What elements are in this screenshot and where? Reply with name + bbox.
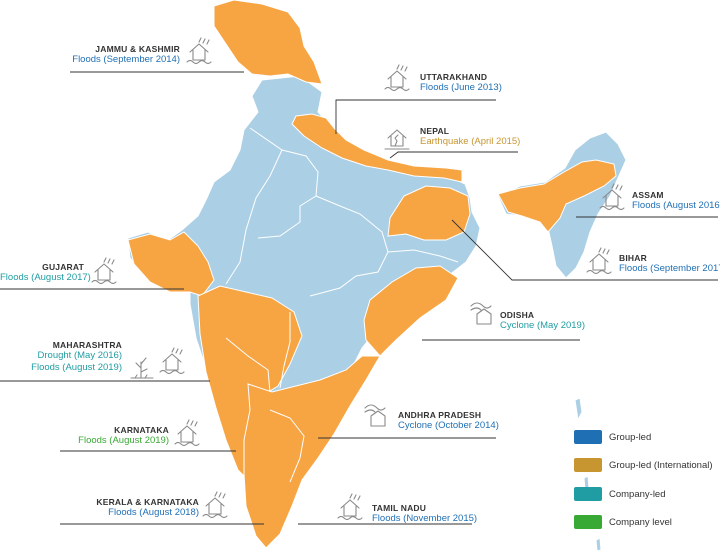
legend-item: Company-led (574, 486, 666, 502)
cyclone-house-icon (470, 302, 492, 325)
state-name: ANDHRA PRADESH (398, 410, 482, 420)
legend-swatch (574, 515, 602, 529)
state-name: ASSAM (632, 190, 664, 200)
state-name: BIHAR (619, 253, 647, 263)
state-assam (497, 159, 617, 233)
border-line (269, 409, 305, 483)
callout-odisha: ODISHA Cyclone (May 2019) (500, 310, 610, 332)
legend-swatch (574, 430, 602, 444)
flood-house-icon (174, 419, 200, 447)
state-name: MAHARASHTRA (52, 340, 122, 350)
legend-swatch (574, 487, 602, 501)
legend-item: Company level (574, 514, 672, 530)
flood-house-icon (384, 64, 410, 92)
legend-item: Group-led (International) (574, 457, 713, 473)
state-gujarat (127, 231, 215, 297)
legend-label: Group-led (International) (609, 459, 713, 471)
affected-states (127, 0, 617, 549)
state-name: GUJARAT (42, 262, 84, 272)
callout-gujarat: GUJARAT Floods (August 2017) (0, 262, 91, 284)
legend-label: Group-led (609, 431, 652, 443)
flood-house-icon (599, 183, 625, 211)
callout-assam: ASSAM Floods (August 2016) (632, 190, 720, 212)
event-text: Drought (May 2016) (37, 350, 122, 361)
callout-karnataka: KARNATAKA Floods (August 2019) (50, 425, 169, 447)
callout-jammu-kashmir: JAMMU & KASHMIR Floods (September 2014) (60, 44, 180, 66)
event-text: Floods (August 2017) (0, 272, 91, 283)
state-borders (225, 127, 459, 483)
state-name: UTTARAKHAND (420, 72, 488, 82)
border-line (387, 249, 459, 263)
state-name: NEPAL (420, 126, 450, 136)
state-name: JAMMU & KASHMIR (95, 44, 180, 54)
state-south-peninsula (243, 355, 381, 549)
callout-uttarakhand: UTTARAKHAND Floods (June 2013) (420, 72, 540, 94)
legend-swatch (574, 458, 602, 472)
state-name: KERALA & KARNATAKA (96, 497, 199, 507)
leader-uttarakhand (335, 99, 496, 134)
earthquake-house-icon (384, 129, 410, 150)
event-text: Floods (September 2014) (72, 54, 180, 65)
state-jammu-kashmir (213, 0, 323, 85)
border-line (225, 149, 283, 285)
border-line (225, 337, 271, 393)
flood-house-icon (159, 347, 185, 375)
legend-label: Company-led (609, 488, 666, 500)
leader-lines (0, 71, 718, 525)
callout-nepal: NEPAL Earthquake (April 2015) (420, 126, 540, 148)
legend-item: Group-led (574, 429, 651, 445)
event-text-2: Floods (August 2019) (31, 362, 122, 373)
event-text: Floods (August 2018) (108, 507, 199, 518)
callout-maharashtra: MAHARASHTRA Drought (May 2016) Floods (A… (10, 340, 122, 374)
event-text: Floods (September 2017) (619, 263, 720, 274)
flood-house-icon (202, 491, 228, 519)
event-text: Earthquake (April 2015) (420, 136, 521, 147)
border-line (279, 312, 291, 389)
flood-house-icon (91, 257, 117, 285)
flood-house-icon (586, 247, 612, 275)
state-name: KARNATAKA (114, 425, 169, 435)
event-text: Floods (November 2015) (372, 513, 478, 524)
event-text: Floods (June 2013) (420, 82, 502, 93)
leader-bihar (451, 219, 718, 281)
cyclone-house-icon (364, 404, 386, 427)
event-text: Floods (August 2016) (632, 200, 720, 211)
callout-kerala-karnataka: KERALA & KARNATAKA Floods (August 2018) (60, 497, 199, 519)
state-name: TAMIL NADU (372, 503, 427, 513)
callout-andhra-pradesh: ANDHRA PRADESH Cyclone (October 2014) (398, 410, 518, 432)
event-text: Floods (August 2019) (78, 435, 169, 446)
event-text: Cyclone (May 2019) (500, 320, 586, 331)
drought-icon (130, 357, 154, 379)
event-text: Cyclone (October 2014) (398, 420, 499, 431)
legend-label: Company level (609, 516, 672, 528)
flood-house-icon (337, 493, 363, 521)
callout-bihar: BIHAR Floods (September 2017) (619, 253, 720, 275)
state-odisha (363, 265, 459, 357)
leader-nepal (389, 151, 518, 159)
state-name: ODISHA (500, 310, 535, 320)
callout-tamil-nadu: TAMIL NADU Floods (November 2015) (372, 503, 482, 525)
state-bihar (387, 185, 471, 241)
event-icons (91, 37, 625, 521)
flood-house-icon (186, 37, 212, 65)
